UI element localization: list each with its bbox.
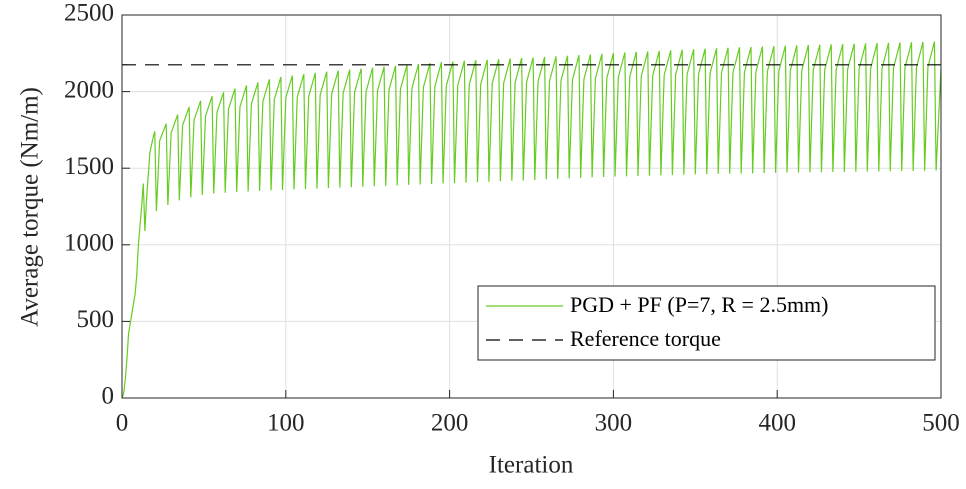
- x-tick-label: 0: [116, 410, 129, 437]
- legend: PGD + PF (P=7, R = 2.5mm) Reference torqu…: [477, 285, 936, 361]
- plot-frame: [121, 14, 942, 399]
- legend-label: Reference torque: [570, 326, 721, 351]
- x-tick-label: 400: [758, 410, 796, 437]
- y-axis-label: Average torque (Nm/m): [17, 87, 44, 327]
- x-tick-label: 100: [267, 410, 305, 437]
- x-tick-label: 300: [595, 410, 633, 437]
- y-tick-label: 0: [102, 383, 115, 410]
- y-tick-label: 500: [77, 306, 115, 333]
- y-tick-label: 1500: [64, 153, 114, 180]
- x-tick-label: 200: [431, 410, 469, 437]
- y-tick-label: 1000: [64, 230, 114, 257]
- data-line: [121, 41, 942, 399]
- x-tick-label: 500: [922, 410, 960, 437]
- y-tick-label: 2500: [64, 0, 114, 27]
- legend-box: [477, 285, 936, 361]
- x-axis-label: Iteration: [489, 452, 574, 479]
- y-tick-label: 2000: [64, 76, 114, 103]
- legend-label: PGD + PF (P=7, R = 2.5mm): [570, 292, 829, 317]
